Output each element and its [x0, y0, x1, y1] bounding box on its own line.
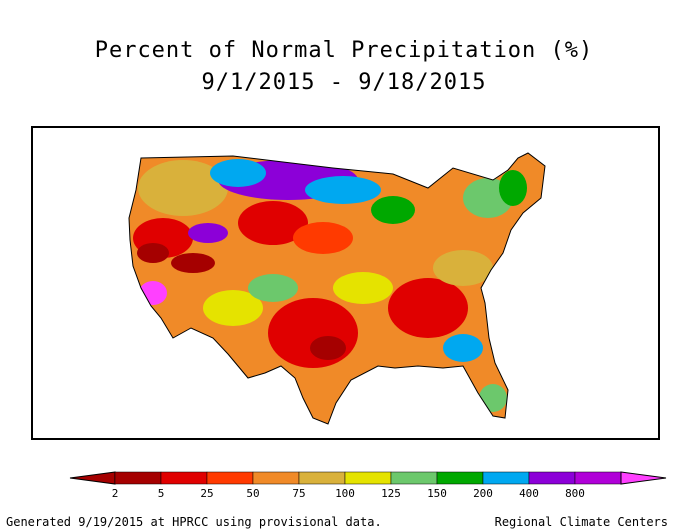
us-outline: [128, 152, 546, 425]
scale-swatch: [344, 471, 392, 485]
scale-swatch: [436, 471, 484, 485]
scale-swatch: [252, 471, 300, 485]
scale-tick-label: 25: [200, 487, 214, 500]
scale-swatch: [574, 471, 622, 485]
scale-swatch: [482, 471, 530, 485]
scale-tick-label: 5: [157, 487, 165, 500]
scale-swatch: [114, 471, 162, 485]
footer-generated: Generated 9/19/2015 at HPRCC using provi…: [6, 515, 382, 529]
scale-tick-label: 125: [381, 487, 401, 500]
map-frame: [31, 126, 660, 440]
scale-tick-label: 75: [292, 487, 306, 500]
scale-tick-label: 100: [335, 487, 355, 500]
scale-tick-label: 50: [246, 487, 260, 500]
precipitation-map: [128, 152, 546, 425]
scale-swatch: [390, 471, 438, 485]
scale-tick-label: 200: [473, 487, 493, 500]
footer-source: Regional Climate Centers: [494, 515, 668, 529]
map-title: Percent of Normal Precipitation (%): [94, 38, 594, 63]
scale-max-arrow: [620, 471, 667, 485]
date-range: 9/1/2015 - 9/18/2015: [201, 70, 487, 95]
scale-swatch: [298, 471, 346, 485]
scale-tick-label: 150: [427, 487, 447, 500]
scale-tick-label: 800: [565, 487, 585, 500]
scale-tick-label: 2: [111, 487, 119, 500]
scale-tick-label: 400: [519, 487, 539, 500]
scale-swatch: [160, 471, 208, 485]
scale-min-arrow: [69, 471, 116, 485]
scale-swatch: [528, 471, 576, 485]
scale-swatch: [206, 471, 254, 485]
